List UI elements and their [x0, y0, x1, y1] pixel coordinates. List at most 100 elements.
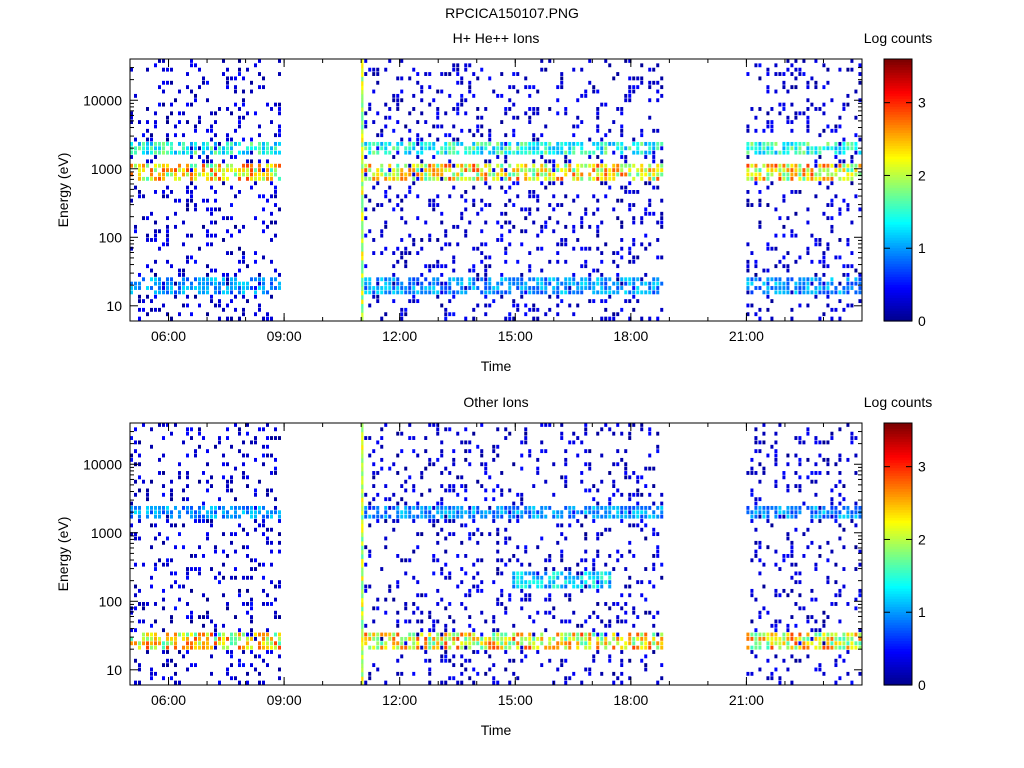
heatmap-cell: [532, 141, 536, 146]
heatmap-cell: [496, 93, 500, 98]
heatmap-cell: [202, 168, 205, 173]
heatmap-cell: [592, 567, 596, 571]
heatmap-cell: [408, 150, 412, 155]
heatmap-cell: [612, 431, 616, 436]
heatmap-cell: [548, 172, 552, 177]
heatmap-cell: [592, 580, 596, 585]
heatmap-cell: [782, 233, 786, 238]
heatmap-cell: [552, 168, 556, 173]
heatmap-cell: [206, 155, 209, 159]
heatmap-cell: [412, 181, 416, 186]
heatmap-cell: [400, 137, 404, 142]
heatmap-cell: [758, 645, 762, 650]
heatmap-cell: [620, 636, 624, 641]
heatmap-cell: [270, 316, 273, 321]
heatmap-cell: [380, 203, 384, 207]
heatmap-cell: [186, 168, 189, 173]
heatmap-cell: [532, 645, 536, 650]
heatmap-cell: [798, 436, 802, 440]
heatmap-cell: [246, 602, 249, 606]
heatmap-cell: [616, 281, 620, 286]
heatmap-cell: [222, 549, 225, 554]
heatmap-cell: [580, 471, 584, 475]
heatmap-cell: [750, 619, 754, 624]
heatmap-cell: [616, 146, 620, 151]
heatmap-cell: [846, 67, 850, 72]
heatmap-cell: [810, 597, 814, 602]
heatmap-cell: [552, 492, 556, 497]
heatmap-cell: [556, 312, 560, 317]
heatmap-cell: [572, 176, 576, 181]
heatmap-cell: [656, 89, 660, 94]
heatmap-cell: [746, 203, 750, 207]
colorbar-segment: [884, 307, 912, 312]
heatmap-cell: [162, 423, 165, 427]
colorbar-segment: [884, 231, 912, 236]
heatmap-cell: [178, 163, 181, 168]
heatmap-cell: [620, 431, 624, 436]
colorbar-segment: [884, 77, 912, 81]
heatmap-cell: [396, 645, 400, 650]
heatmap-cell: [250, 80, 253, 85]
heatmap-cell: [460, 141, 464, 146]
heatmap-cell: [648, 242, 652, 247]
heatmap-cell: [814, 242, 818, 247]
heatmap-cell: [790, 510, 794, 515]
heatmap-cell: [652, 159, 656, 164]
heatmap-cell: [222, 641, 225, 646]
heatmap-cell: [198, 277, 201, 282]
heatmap-cell: [628, 290, 632, 295]
heatmap-cell: [242, 286, 245, 290]
heatmap-cell: [544, 449, 548, 454]
heatmap-cell: [632, 510, 636, 515]
heatmap-cell: [440, 505, 444, 510]
heatmap-cell: [404, 619, 408, 624]
colorbar-segment: [884, 286, 912, 291]
heatmap-cell: [834, 658, 838, 663]
heatmap-cell: [516, 141, 520, 146]
heatmap-cell: [154, 632, 157, 637]
heatmap-cell: [278, 272, 281, 277]
heatmap-cell: [194, 172, 197, 177]
heatmap-cell: [142, 133, 145, 138]
heatmap-cell: [620, 141, 624, 146]
heatmap-cell: [580, 680, 584, 685]
heatmap-cell: [258, 505, 261, 510]
heatmap-cell: [588, 645, 592, 650]
colorbar-segment: [884, 182, 912, 186]
heatmap-cell: [536, 610, 540, 615]
heatmap-cell: [746, 168, 750, 173]
heatmap-cell: [492, 619, 496, 624]
heatmap-cell: [492, 663, 496, 668]
heatmap-cell: [596, 141, 600, 146]
heatmap-cell: [166, 233, 169, 238]
heatmap-cell: [258, 150, 261, 155]
heatmap-cell: [556, 176, 560, 181]
heatmap-cell: [484, 141, 488, 146]
heatmap-cell: [460, 286, 464, 290]
heatmap-cell: [636, 514, 640, 519]
heatmap-cell: [258, 59, 261, 63]
heatmap-cell: [822, 623, 826, 628]
heatmap-cell: [782, 150, 786, 155]
heatmap-cell: [520, 597, 524, 602]
heatmap-cell: [361, 146, 364, 152]
heatmap-cell: [500, 645, 504, 650]
heatmap-cell: [142, 606, 145, 611]
heatmap-cell: [484, 641, 488, 646]
heatmap-cell: [838, 492, 842, 497]
heatmap-cell: [476, 172, 480, 177]
heatmap-cell: [138, 488, 141, 493]
heatmap-cell: [238, 124, 241, 129]
heatmap-cell: [504, 133, 508, 138]
heatmap-cell: [830, 181, 834, 186]
heatmap-cell: [616, 615, 620, 619]
heatmap-cell: [786, 484, 790, 488]
heatmap-cell: [408, 475, 412, 480]
heatmap-cell: [182, 632, 185, 637]
heatmap-cell: [488, 159, 492, 164]
heatmap-cell: [158, 102, 161, 107]
heatmap-cell: [818, 440, 822, 445]
heatmap-cell: [584, 645, 588, 650]
heatmap-cell: [380, 286, 384, 290]
